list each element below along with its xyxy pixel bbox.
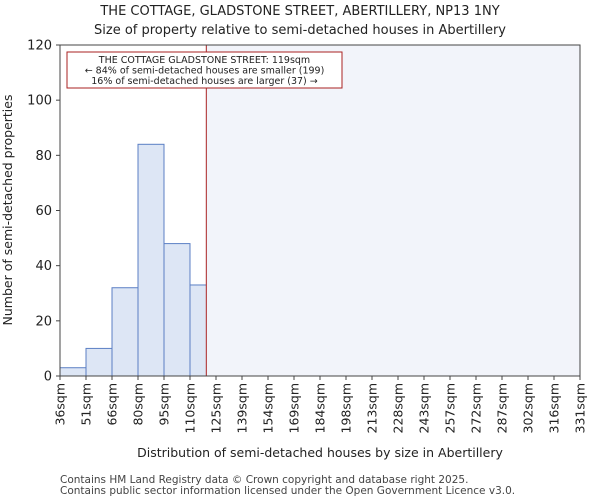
x-tick-label: 213sqm bbox=[365, 383, 380, 433]
x-tick-label: 302sqm bbox=[521, 383, 536, 433]
y-tick-label: 120 bbox=[27, 39, 52, 54]
x-tick-label: 66sqm bbox=[105, 383, 120, 426]
x-tick-label: 139sqm bbox=[235, 383, 250, 433]
x-tick-label: 228sqm bbox=[391, 383, 406, 433]
annotation-group: THE COTTAGE GLADSTONE STREET: 119sqm← 84… bbox=[66, 51, 343, 89]
y-ticks-group: 0 20 40 60 80 100 120 bbox=[27, 39, 60, 385]
y-tick-label: 20 bbox=[35, 314, 52, 329]
x-tick-label: 287sqm bbox=[495, 383, 510, 433]
chart-title: THE COTTAGE, GLADSTONE STREET, ABERTILLE… bbox=[100, 4, 500, 19]
y-axis-label: Number of semi-detached properties bbox=[0, 95, 15, 326]
footer-copyright: Contains HM Land Registry data © Crown c… bbox=[60, 474, 469, 486]
x-tick-label: 125sqm bbox=[209, 383, 224, 433]
x-axis-label: Distribution of semi-detached houses by … bbox=[137, 445, 503, 460]
chart-subtitle: Size of property relative to semi-detach… bbox=[94, 23, 506, 38]
x-tick-label: 154sqm bbox=[261, 383, 276, 433]
x-tick-label: 257sqm bbox=[443, 383, 458, 433]
x-tick-label: 36sqm bbox=[53, 383, 68, 426]
x-tick-label: 243sqm bbox=[417, 383, 432, 433]
x-tick-label: 184sqm bbox=[313, 383, 328, 433]
x-tick-label: 95sqm bbox=[157, 383, 172, 426]
marker-group bbox=[205, 45, 580, 376]
footer-licence: Contains public sector information licen… bbox=[60, 485, 516, 497]
annotation-line-3: 16% of semi-detached houses are larger (… bbox=[91, 76, 318, 87]
x-tick-label: 316sqm bbox=[547, 383, 562, 433]
bar-66sqm bbox=[111, 287, 139, 377]
y-tick-label: 100 bbox=[27, 94, 52, 109]
x-tick-label: 198sqm bbox=[339, 383, 354, 433]
y-tick-label: 40 bbox=[35, 259, 52, 274]
y-tick-label: 0 bbox=[44, 370, 52, 385]
y-tick-label: 80 bbox=[35, 149, 52, 164]
x-tick-label: 51sqm bbox=[79, 383, 94, 426]
annotation-line-1: THE COTTAGE GLADSTONE STREET: 119sqm bbox=[98, 55, 310, 66]
bar-80sqm bbox=[137, 143, 165, 377]
x-tick-label: 272sqm bbox=[469, 383, 484, 433]
x-tick-label: 169sqm bbox=[287, 383, 302, 433]
bar-51sqm bbox=[85, 347, 113, 377]
y-tick-label: 60 bbox=[35, 204, 52, 219]
x-tick-label: 110sqm bbox=[183, 383, 198, 433]
annotation-box bbox=[66, 51, 343, 89]
bar-36sqm bbox=[59, 367, 87, 377]
bar-95sqm bbox=[163, 243, 191, 377]
x-ticks-group: 36sqm 51sqm 66sqm 80sqm 95sqm 110sqm 125sqm 139… bbox=[53, 376, 588, 433]
x-tick-label: 80sqm bbox=[131, 383, 146, 426]
x-tick-label: 331sqm bbox=[573, 383, 588, 433]
annotation-line-2: ← 84% of semi-detached houses are smalle… bbox=[85, 66, 325, 77]
larger-region-shade bbox=[206, 45, 580, 376]
